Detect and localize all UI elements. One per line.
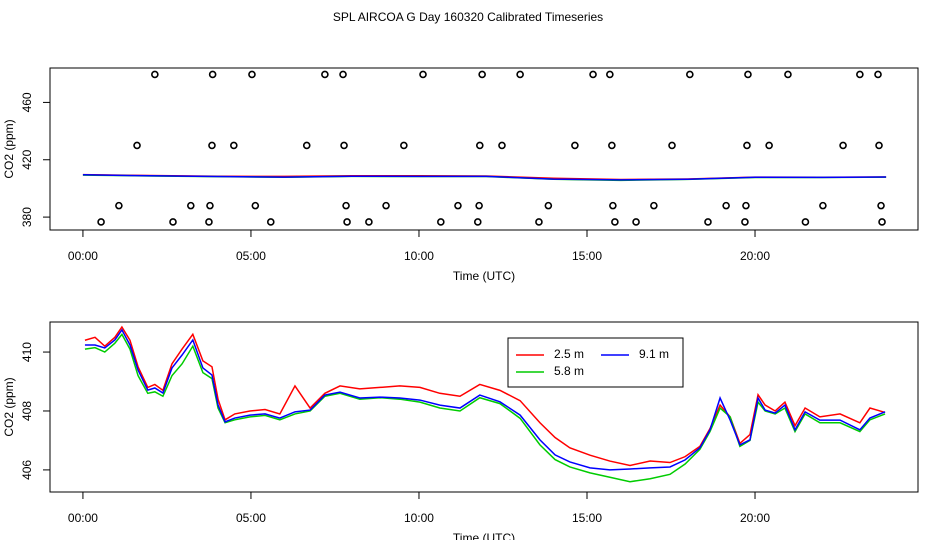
- outlier-point: [743, 141, 751, 150]
- outlier-point: [475, 141, 484, 150]
- outlier-point: [741, 218, 749, 226]
- legend-label: 9.1 m: [639, 347, 669, 361]
- outlier-point: [339, 70, 347, 79]
- outlier-point: [206, 201, 214, 210]
- x-tick-label: 15:00: [572, 511, 602, 525]
- outlier-point: [473, 218, 482, 226]
- y-tick-label: 420: [20, 149, 34, 169]
- outlier-point: [875, 141, 883, 150]
- outlier-point: [187, 201, 195, 210]
- outlier-point: [437, 218, 445, 226]
- series-line: [84, 333, 886, 483]
- legend-label: 5.8 m: [554, 364, 584, 378]
- outlier-point: [606, 70, 614, 79]
- outlier-point: [632, 218, 640, 226]
- outlier-point: [151, 70, 159, 79]
- outlier-point: [874, 70, 882, 79]
- x-tick-label: 05:00: [236, 249, 266, 263]
- outlier-point: [365, 218, 373, 226]
- outlier-point: [205, 218, 213, 226]
- outlier-point: [668, 141, 676, 150]
- outlier-point: [742, 201, 750, 210]
- outlier-point: [400, 141, 408, 150]
- panel: 00:00 05:00 10:00 15:00 20:00 406 408 410 Time (…: [2, 321, 919, 540]
- x-axis-label: Time (UTC): [453, 531, 515, 540]
- outlier-point: [609, 201, 617, 210]
- outlier-point: [544, 201, 553, 210]
- outlier-point: [535, 218, 543, 226]
- panel: 00:00 05:00 10:00 15:00 20:00 380 420 460 Time (…: [2, 67, 919, 283]
- outlier-point: [801, 218, 810, 226]
- outlier-point: [230, 141, 238, 150]
- outlier-point: [251, 201, 260, 210]
- x-tick-label: 20:00: [740, 249, 770, 263]
- y-axis-label: CO2 (ppm): [2, 377, 16, 436]
- outlier-point: [454, 201, 462, 210]
- legend-box: [507, 337, 684, 388]
- x-tick-label: 10:00: [404, 511, 434, 525]
- x-tick-label: 00:00: [68, 511, 98, 525]
- outlier-point: [704, 218, 712, 226]
- legend-label: 2.5 m: [554, 347, 584, 361]
- outlier-point: [589, 70, 597, 79]
- outlier-point: [248, 70, 256, 79]
- outlier-point: [340, 141, 348, 150]
- series-line: [84, 328, 886, 471]
- figure-title: SPL AIRCOA G Day 160320 Calibrated Times…: [333, 10, 603, 24]
- outlier-point: [342, 201, 350, 210]
- y-axis-label: CO2 (ppm): [2, 119, 16, 178]
- outlier-point: [302, 141, 311, 150]
- outlier-point: [608, 141, 616, 150]
- outlier-point: [744, 70, 752, 79]
- outlier-point: [115, 201, 123, 210]
- outlier-point: [819, 201, 827, 210]
- outlier-point: [266, 218, 275, 226]
- x-tick-label: 00:00: [68, 249, 98, 263]
- outlier-point: [856, 70, 864, 79]
- plot-frame: [49, 321, 919, 493]
- outlier-point: [498, 141, 506, 150]
- outlier-point: [208, 70, 217, 79]
- outlier-point: [839, 141, 847, 150]
- outlier-point: [321, 70, 329, 79]
- outlier-point: [382, 201, 390, 210]
- x-tick-label: 20:00: [740, 511, 770, 525]
- outlier-point: [722, 201, 730, 210]
- y-tick-label: 408: [20, 401, 34, 421]
- outlier-point: [97, 218, 105, 226]
- x-tick-label: 05:00: [236, 511, 266, 525]
- outlier-point: [208, 141, 216, 150]
- x-axis-label: Time (UTC): [453, 269, 515, 283]
- outlier-point: [878, 218, 886, 226]
- outlier-point: [133, 141, 141, 150]
- series-line: [84, 325, 886, 467]
- y-tick-label: 460: [20, 92, 34, 112]
- outlier-point: [343, 218, 351, 226]
- outlier-point: [516, 70, 524, 79]
- y-tick-label: 410: [20, 342, 34, 362]
- x-tick-label: 10:00: [404, 249, 434, 263]
- outlier-point: [611, 218, 619, 226]
- outlier-point: [419, 70, 427, 79]
- outlier-point: [571, 141, 579, 150]
- outlier-point: [475, 201, 483, 210]
- outlier-point: [877, 201, 885, 210]
- outlier-point: [478, 70, 486, 79]
- x-tick-label: 15:00: [572, 249, 602, 263]
- outlier-point: [169, 218, 177, 226]
- y-tick-label: 380: [20, 207, 34, 227]
- outlier-point: [650, 201, 658, 210]
- outlier-point: [686, 70, 694, 79]
- outlier-point: [765, 141, 773, 150]
- outlier-point: [784, 70, 792, 79]
- y-tick-label: 406: [20, 460, 34, 480]
- series-line: [82, 174, 887, 181]
- plot-frame: [49, 67, 919, 231]
